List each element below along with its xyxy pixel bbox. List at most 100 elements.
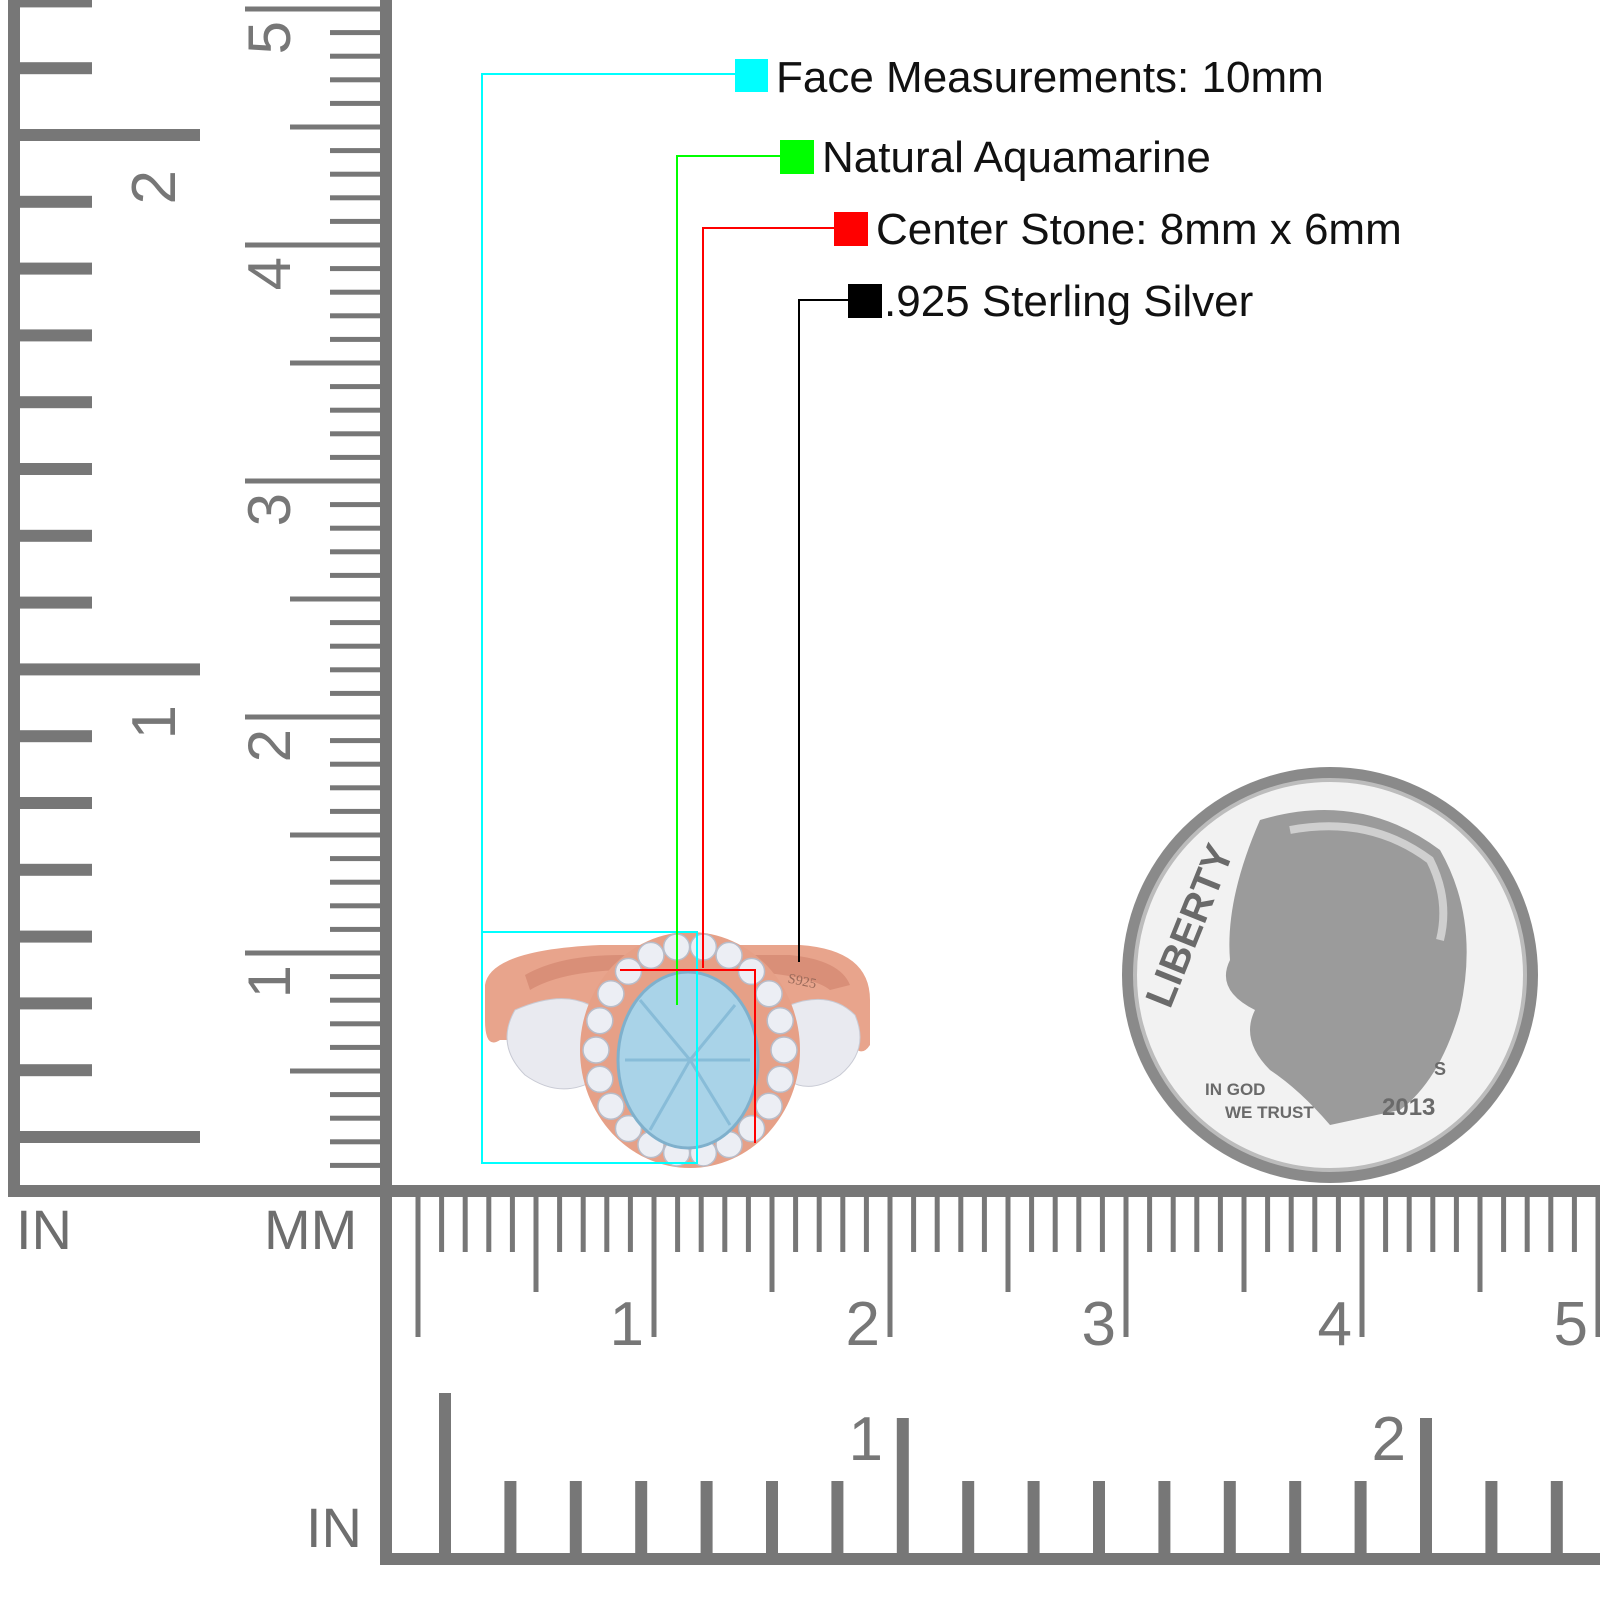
bottom-inch-tick — [1027, 1481, 1040, 1553]
left-mm-tick — [330, 313, 380, 319]
halo-stone — [614, 957, 643, 986]
left-mm-tick — [290, 596, 380, 602]
callout-silver-line — [798, 299, 850, 962]
bottom-mm-tick — [793, 1197, 799, 1252]
bottom-mm-tick — [627, 1197, 633, 1252]
callout-aquamarine-marker — [780, 140, 814, 174]
left-inch-tick — [20, 930, 92, 943]
bottom-mm-tick — [1241, 1197, 1247, 1292]
side-stone-left — [506, 998, 596, 1090]
coin-mint-mark: S — [1434, 1059, 1446, 1079]
bottom-mm-tick — [1571, 1197, 1577, 1252]
left-mm-tick — [330, 148, 380, 154]
bottom-mm-tick — [698, 1197, 704, 1252]
left-mm-label: 1 — [236, 965, 303, 998]
left-inch-tick — [20, 596, 92, 609]
bottom-inch-tick — [896, 1418, 909, 1553]
coin-hair-highlight — [1289, 822, 1448, 941]
bottom-mm-tick — [1052, 1197, 1058, 1252]
ring-stamp: S925 — [786, 972, 817, 993]
left-mm-tick — [245, 950, 380, 956]
bottom-mm-label: 4 — [1318, 1290, 1352, 1359]
left-mm-tick — [330, 431, 380, 437]
halo-stone — [766, 1006, 794, 1035]
callout-center-stone-label: Center Stone: 8mm x 6mm — [876, 205, 1402, 254]
bottom-mm-tick — [557, 1197, 563, 1252]
left-mm-tick — [330, 1021, 380, 1027]
bottom-mm-tick — [887, 1197, 893, 1337]
bottom-mm-tick — [745, 1197, 751, 1252]
halo-stone — [637, 941, 665, 970]
bottom-mm-tick — [1312, 1197, 1318, 1252]
callout-face-label: Face Measurements: 10mm — [776, 53, 1324, 102]
left-mm-tick — [330, 525, 380, 531]
left-mm-label: 4 — [236, 257, 303, 290]
left-inch-tick — [20, 863, 92, 876]
left-mm-tick — [330, 879, 380, 885]
bottom-mm-tick — [533, 1197, 539, 1292]
bottom-mm-tick — [1265, 1197, 1271, 1252]
halo-stone — [755, 980, 783, 1008]
left-inch-tick — [20, 129, 200, 141]
bottom-inch-tick — [1420, 1418, 1432, 1553]
halo-stone — [737, 957, 766, 986]
bottom-mm-label: 5 — [1554, 1290, 1588, 1359]
bottom-inch-tick — [439, 1393, 451, 1553]
left-ruler-edge — [8, 0, 20, 1197]
bottom-mm-tick — [1524, 1197, 1530, 1252]
bottom-ruler-inch-unit: IN — [306, 1496, 362, 1559]
bottom-mm-tick — [1099, 1197, 1105, 1252]
left-mm-tick — [330, 761, 380, 767]
left-mm-tick — [330, 266, 380, 272]
halo-stone — [755, 1092, 783, 1120]
bottom-inch-tick — [1289, 1481, 1302, 1553]
left-mm-tick — [330, 572, 380, 578]
bottom-mm-tick — [1406, 1197, 1412, 1252]
bottom-inch-label: 2 — [1372, 1405, 1406, 1474]
left-mm-tick — [330, 502, 380, 508]
bottom-inch-tick — [700, 1481, 713, 1553]
left-inch-tick — [20, 730, 92, 743]
callout-aquamarine-line — [676, 155, 782, 1005]
left-inch-tick — [20, 1131, 200, 1143]
bottom-mm-tick — [958, 1197, 964, 1252]
left-inch-tick — [20, 529, 92, 542]
bottom-ruler-bottom-edge — [380, 1553, 1600, 1565]
halo-stone — [586, 1065, 614, 1094]
bottom-mm-tick — [1359, 1197, 1365, 1337]
bottom-mm-tick — [1501, 1197, 1507, 1252]
left-inch-tick — [20, 1064, 92, 1077]
bottom-mm-label: 2 — [846, 1290, 880, 1359]
bottom-mm-label: 3 — [1082, 1290, 1116, 1359]
bottom-mm-tick — [651, 1197, 657, 1337]
left-inch-tick — [20, 396, 92, 409]
left-mm-tick — [330, 974, 380, 980]
left-mm-tick — [330, 643, 380, 649]
bottom-mm-tick — [415, 1197, 421, 1337]
bottom-mm-tick — [1147, 1197, 1153, 1252]
bottom-ruler-top-edge — [8, 1185, 1600, 1197]
left-mm-tick — [245, 6, 380, 12]
bottom-mm-tick — [1477, 1197, 1483, 1292]
bottom-mm-tick — [816, 1197, 822, 1252]
left-mm-tick — [330, 1162, 380, 1168]
left-mm-tick — [330, 53, 380, 59]
left-mm-tick — [330, 30, 380, 36]
bottom-inch-tick — [1158, 1481, 1171, 1553]
left-mm-tick — [290, 1068, 380, 1074]
bottom-mm-tick — [1335, 1197, 1341, 1252]
callout-silver-marker — [848, 284, 882, 318]
bottom-mm-tick — [486, 1197, 492, 1252]
left-inch-tick — [20, 797, 92, 809]
left-mm-tick — [330, 667, 380, 673]
bottom-inch-tick — [766, 1481, 778, 1553]
halo-stone — [597, 980, 625, 1008]
bottom-mm-tick — [911, 1197, 917, 1252]
bottom-mm-tick — [1453, 1197, 1459, 1252]
bottom-inch-tick — [962, 1481, 975, 1553]
left-mm-tick — [330, 336, 380, 342]
bottom-inch-tick — [504, 1481, 517, 1553]
left-mm-tick — [330, 903, 380, 909]
left-mm-tick — [330, 454, 380, 460]
